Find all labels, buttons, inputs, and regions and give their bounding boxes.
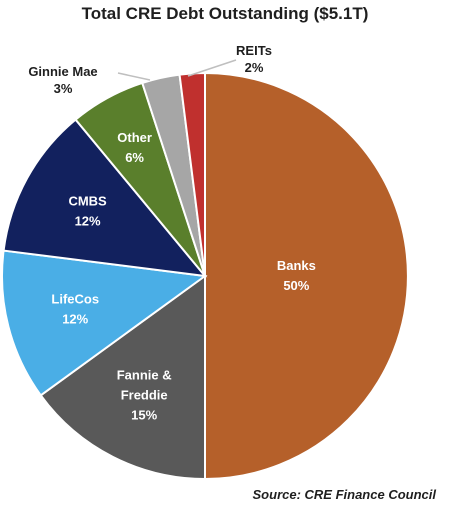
slice-value-ginnie-mae: 3% bbox=[54, 81, 73, 96]
pie-slice-banks bbox=[204, 71, 409, 481]
slice-name-fannie-and-freddie-line-1: Fannie & bbox=[117, 367, 172, 382]
slice-value-cmbs: 12% bbox=[75, 213, 101, 228]
slice-value-other: 6% bbox=[125, 150, 144, 165]
leader-line-reits bbox=[187, 59, 237, 77]
chart-title: Total CRE Debt Outstanding ($5.1T) bbox=[81, 4, 369, 23]
slice-value-banks: 50% bbox=[283, 278, 309, 293]
pie-slice-reits bbox=[178, 71, 206, 277]
slice-value-lifecos: 12% bbox=[62, 311, 88, 326]
pie-slice-fannie-and-freddie bbox=[39, 274, 206, 481]
pie-slice-cmbs bbox=[2, 118, 208, 278]
leader-line-ginnie-mae bbox=[117, 72, 151, 81]
slice-labels: Banks 50% Fannie & Freddie 15% LifeCos 12% CMBS… bbox=[28, 43, 316, 422]
slice-name-fannie-and-freddie-line-2: Freddie bbox=[121, 387, 168, 402]
slice-name-other: Other bbox=[117, 130, 152, 145]
pie-slices bbox=[1, 71, 409, 481]
slice-name-lifecos: LifeCos bbox=[51, 291, 99, 306]
pie-slice-lifecos bbox=[1, 249, 208, 397]
slice-name-ginnie-mae: Ginnie Mae bbox=[28, 64, 97, 79]
leader-lines bbox=[117, 59, 237, 81]
slice-name-reits: REITs bbox=[236, 43, 272, 58]
slice-name-cmbs: CMBS bbox=[68, 193, 107, 208]
slice-value-fannie-and-freddie: 15% bbox=[131, 407, 157, 422]
slice-value-reits: 2% bbox=[245, 60, 264, 75]
slice-name-banks: Banks bbox=[277, 258, 316, 273]
source-note: Source: CRE Finance Council bbox=[252, 487, 436, 502]
